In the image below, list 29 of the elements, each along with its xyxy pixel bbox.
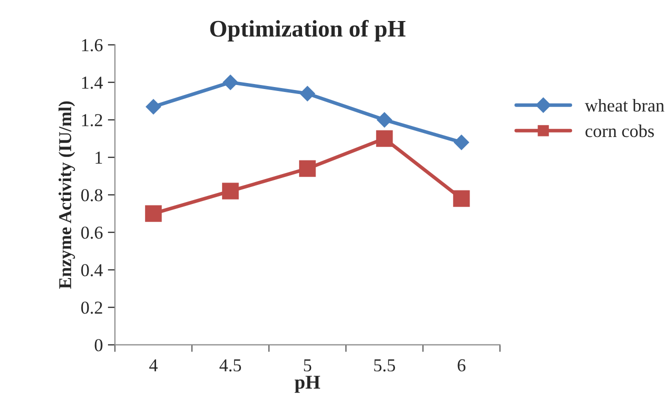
x-tick-label: 4 — [149, 359, 158, 372]
point — [299, 160, 316, 177]
y-tick-label: 1.6 — [82, 39, 103, 52]
y-tick-label: 1.2 — [82, 114, 102, 126]
x-tick-label: 6 — [458, 359, 466, 372]
y-tick-label: 0.2 — [81, 302, 102, 314]
x-tick-label: 5 — [304, 359, 312, 372]
point — [222, 74, 238, 90]
legend-label: wheat bran — [584, 98, 664, 112]
point — [453, 190, 470, 207]
y-tick-label: 0.6 — [81, 226, 103, 239]
x-tick-label: 4.5 — [219, 359, 242, 372]
y-tick-label: 0.4 — [81, 264, 103, 276]
point — [376, 112, 392, 128]
point — [222, 182, 239, 200]
x-axis-title: pH — [294, 376, 320, 393]
point — [454, 134, 470, 150]
legend-label: corn cobs — [586, 124, 654, 138]
point — [300, 86, 316, 102]
y-axis-title: Enzyme Activity (IU/ml) — [58, 101, 75, 289]
point — [146, 99, 161, 114]
point — [145, 205, 162, 222]
point — [376, 130, 393, 147]
chart-title: Optimization of pH — [210, 20, 406, 42]
y-tick-label: 0 — [94, 339, 102, 352]
y-tick-label: 1 — [96, 152, 102, 164]
x-tick-label: 5.5 — [374, 359, 396, 372]
y-tick-label: 1.4 — [82, 76, 103, 89]
y-tick-label: 0.8 — [81, 189, 102, 202]
